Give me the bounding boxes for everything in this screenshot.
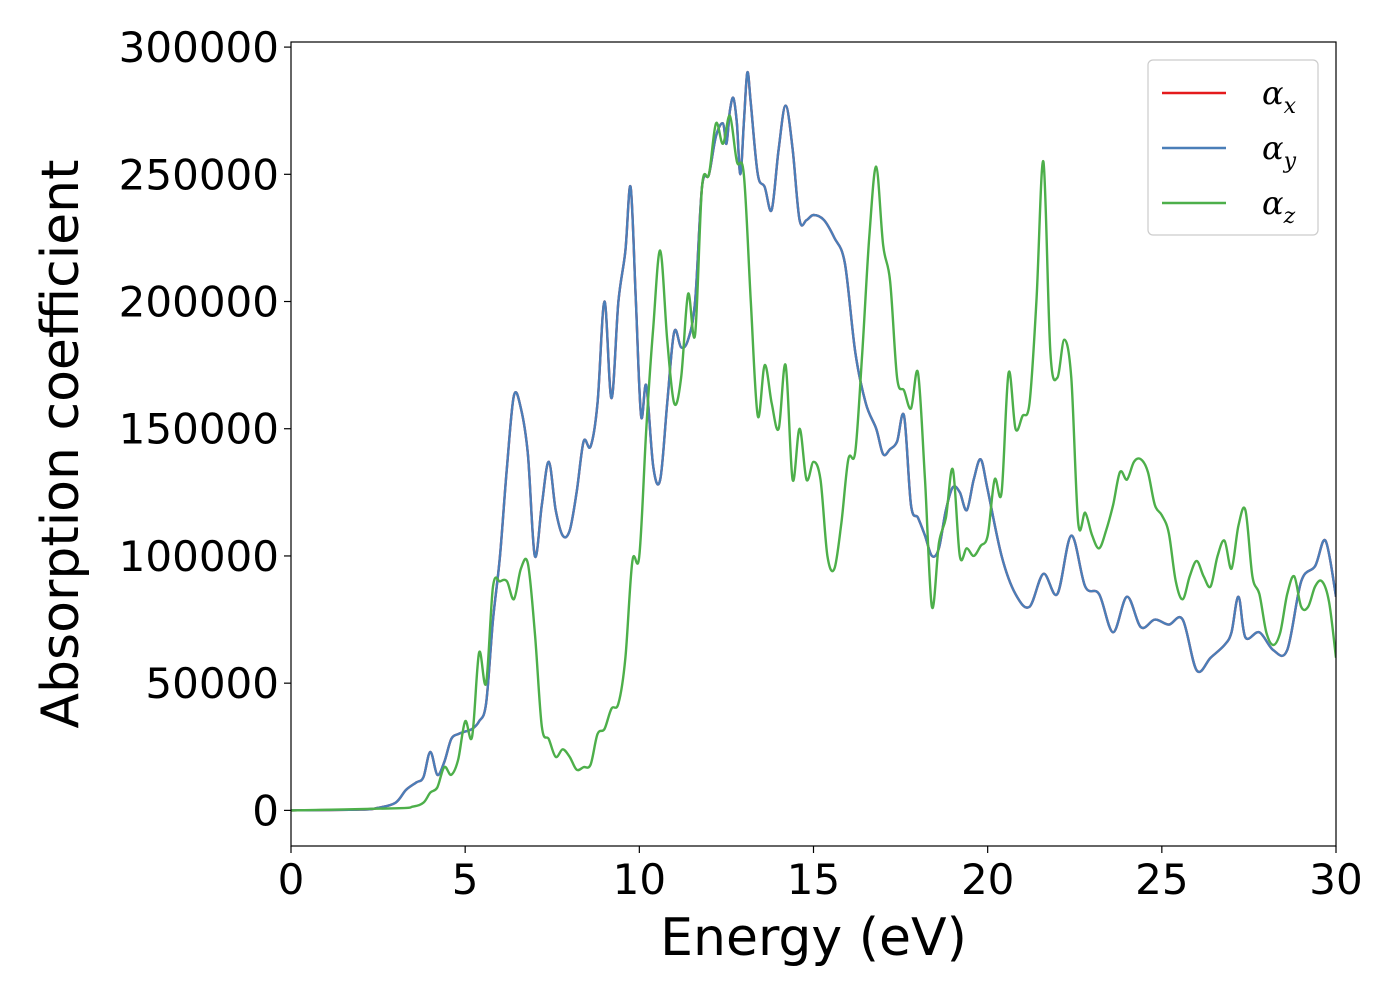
series-line-y xyxy=(291,70,1336,812)
y-tick-label: 100000 xyxy=(119,532,279,581)
legend-label-x: αx xyxy=(1262,74,1297,119)
y-axis-title: Absorption coefficient xyxy=(31,159,91,728)
y-tick-label: 200000 xyxy=(119,278,279,327)
x-axis-ticks: 0 5 10 15 20 25 30 xyxy=(278,846,1363,904)
x-tick-label: 25 xyxy=(1135,855,1188,904)
x-tick-label: 30 xyxy=(1309,855,1362,904)
series-layer xyxy=(291,70,1336,812)
legend-label-y: αy xyxy=(1262,129,1297,174)
legend-label-z: αz xyxy=(1262,184,1296,229)
y-tick-label: 300000 xyxy=(119,23,279,72)
legend: αx αy αz xyxy=(1147,59,1319,236)
y-tick-label: 250000 xyxy=(119,150,279,199)
x-tick-label: 5 xyxy=(452,855,479,904)
y-tick-label: 150000 xyxy=(119,405,279,454)
x-tick-label: 0 xyxy=(278,855,305,904)
y-axis-ticks: 0 50000 100000 150000 200000 250000 300000 xyxy=(119,23,291,835)
series-line-z xyxy=(291,114,1336,812)
legend-frame xyxy=(1147,59,1319,236)
x-tick-label: 20 xyxy=(961,855,1014,904)
x-axis-title: Energy (eV) xyxy=(660,908,967,968)
y-tick-label: 0 xyxy=(252,786,279,835)
x-tick-label: 10 xyxy=(613,855,666,904)
x-tick-label: 15 xyxy=(787,855,840,904)
y-tick-label: 50000 xyxy=(145,659,279,708)
